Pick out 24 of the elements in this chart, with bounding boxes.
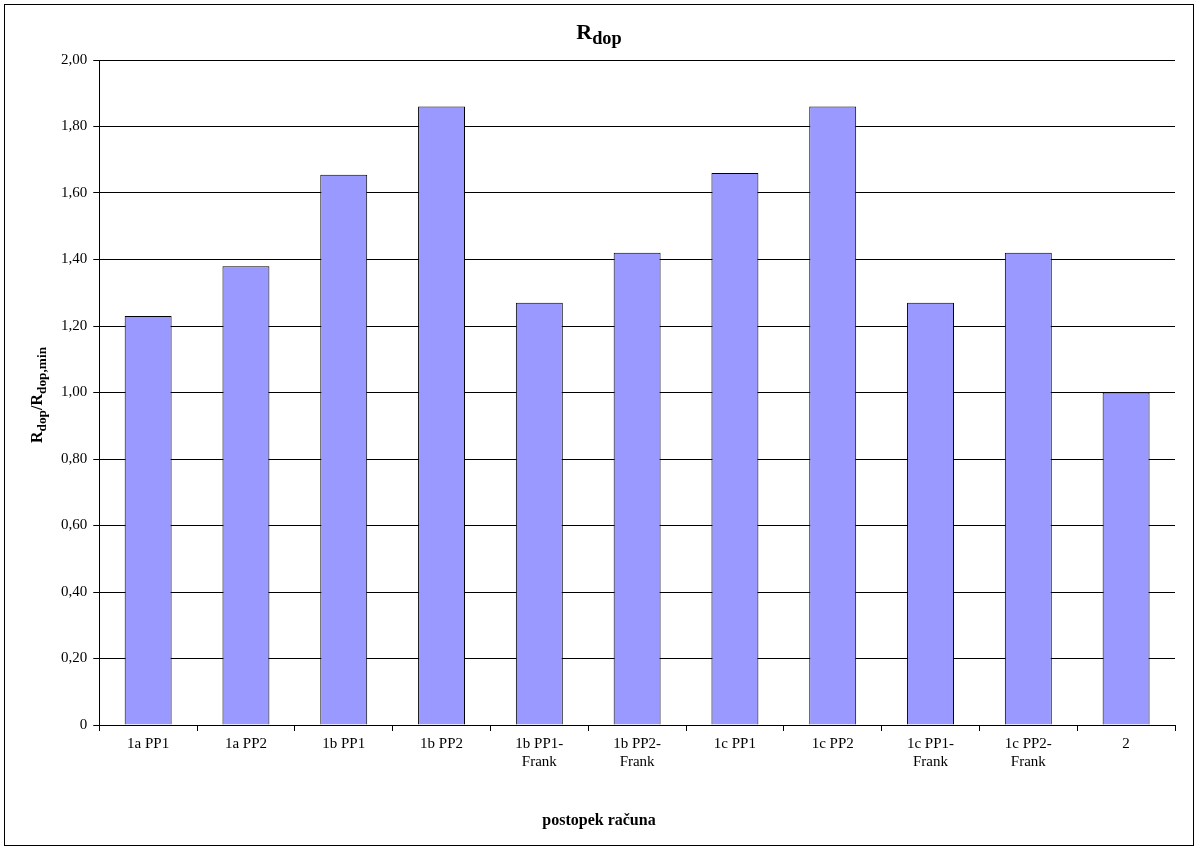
y-tick-label: 0 xyxy=(79,715,88,732)
x-axis-title: postopek računa xyxy=(541,811,657,829)
x-tick-label: 1c PP2 xyxy=(811,734,854,751)
x-tick-label: 1c PP1-Frank xyxy=(906,734,955,769)
y-tick-label: 1,60 xyxy=(61,183,88,200)
x-tick-label: 1b PP1 xyxy=(322,734,366,751)
x-tick-label: 1b PP1-Frank xyxy=(515,734,564,769)
y-tick-label: 0,60 xyxy=(61,516,88,533)
x-tick-label: 1c PP1 xyxy=(713,734,756,751)
x-tick-label: 2 xyxy=(1122,734,1130,751)
y-tick-label: 1,00 xyxy=(61,383,88,400)
y-tick-label: 1,20 xyxy=(61,316,88,333)
x-tick-label: 1a PP1 xyxy=(127,734,170,751)
y-tick-label: 0,80 xyxy=(61,449,88,466)
x-tick-label: 1b PP2 xyxy=(420,734,463,751)
y-tick-label: 0,20 xyxy=(61,649,88,666)
x-tick-label: 1c PP2-Frank xyxy=(1004,734,1052,769)
x-tick-label: 1b PP2-Frank xyxy=(613,734,662,769)
chart-title: R$_{dop}$ xyxy=(575,19,623,50)
y-tick-label: 2,00 xyxy=(61,50,88,67)
x-tick-label: 1a PP2 xyxy=(224,734,267,751)
y-tick-label: 0,40 xyxy=(61,582,88,599)
y-tick-label: 1,80 xyxy=(61,117,88,134)
y-tick-label: 1,40 xyxy=(61,250,88,267)
